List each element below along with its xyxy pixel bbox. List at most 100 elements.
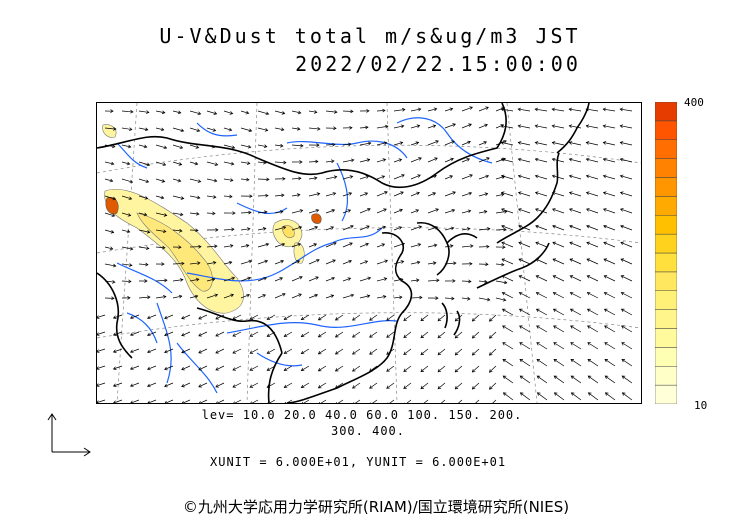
- wind-vector: [232, 331, 242, 337]
- wind-vector-head: [144, 127, 149, 132]
- wind-vector-head: [369, 385, 373, 389]
- wind-vector-head: [381, 243, 386, 247]
- wind-vector: [569, 108, 582, 112]
- wind-vector-head: [384, 124, 389, 129]
- wind-vector: [274, 226, 286, 231]
- wind-vector: [552, 208, 565, 214]
- wind-vector: [478, 141, 487, 146]
- wind-vector: [172, 212, 183, 216]
- wind-vector: [461, 106, 473, 112]
- wind-vector: [138, 127, 148, 131]
- wind-vector-head: [486, 244, 490, 249]
- wind-vector: [410, 108, 421, 112]
- wind-vector: [393, 260, 404, 265]
- wind-vector: [189, 110, 201, 115]
- wind-vector: [198, 348, 208, 354]
- wind-vector: [369, 314, 378, 321]
- wind-vector: [410, 142, 419, 146]
- wind-vector: [274, 110, 285, 114]
- wind-vector: [274, 194, 284, 197]
- wind-vector: [155, 178, 165, 182]
- wind-vector: [181, 314, 191, 319]
- wind-vector-head: [364, 192, 369, 196]
- wind-vector: [478, 211, 487, 214]
- wind-vector: [444, 140, 455, 146]
- wind-vector-head: [403, 368, 407, 372]
- wind-vector-head: [352, 385, 356, 389]
- wind-vector-head: [215, 350, 219, 354]
- wind-vector-head: [181, 383, 185, 388]
- wind-vector-head: [620, 208, 624, 212]
- wind-vector-head: [109, 178, 114, 183]
- colorbar-step: [655, 139, 677, 159]
- wind-vector: [552, 142, 565, 146]
- wind-vector-head: [382, 108, 386, 113]
- wind-vector: [403, 365, 412, 372]
- wind-vector-head: [314, 226, 319, 230]
- wind-vector: [359, 243, 369, 248]
- wind-vector: [444, 245, 453, 248]
- wind-vector-head: [416, 260, 421, 265]
- wind-vector-head: [249, 350, 254, 354]
- wind-vector: [206, 294, 218, 299]
- wind-vector-head: [401, 107, 406, 112]
- wind-vector-head: [403, 385, 407, 389]
- wind-vector-head: [145, 179, 150, 184]
- wind-vector-head: [485, 262, 489, 267]
- wind-vector: [325, 176, 337, 180]
- wind-vector-head: [265, 193, 269, 198]
- wind-vector-head: [519, 392, 524, 396]
- wind-vector-head: [164, 383, 168, 388]
- wind-vector-head: [585, 141, 590, 145]
- wind-vector-head: [568, 191, 573, 195]
- wind-vector-head: [282, 292, 286, 297]
- wind-vector-head: [315, 159, 319, 164]
- wind-vector-head: [147, 349, 151, 354]
- wind-vector: [138, 195, 148, 199]
- wind-vector: [342, 192, 352, 197]
- wind-vector: [376, 296, 386, 299]
- wind-vector-head: [501, 224, 505, 229]
- wind-vector: [223, 294, 234, 299]
- wind-vector-head: [454, 334, 459, 339]
- wind-vector: [284, 365, 293, 371]
- wind-vector: [621, 342, 633, 350]
- wind-vector: [257, 243, 269, 248]
- wind-vector-head: [453, 261, 457, 266]
- wind-vector: [359, 225, 370, 231]
- wind-vector: [215, 314, 225, 320]
- wind-vector: [420, 382, 429, 389]
- wind-vector: [215, 348, 225, 354]
- wind-vector: [478, 193, 488, 197]
- wind-vector: [206, 245, 217, 248]
- wind-vector-head: [450, 226, 455, 231]
- wind-vector-head: [266, 367, 271, 371]
- wind-vector-head: [466, 158, 471, 162]
- wind-vector-head: [249, 316, 254, 320]
- wind-vector-head: [604, 325, 608, 329]
- wind-vector-head: [126, 229, 131, 234]
- wind-vector-head: [331, 276, 336, 281]
- wind-vector: [495, 158, 506, 163]
- wind-vector-head: [415, 141, 420, 145]
- wind-vector-head: [403, 351, 407, 355]
- wind-vector: [603, 108, 616, 112]
- wind-vector: [359, 295, 370, 299]
- wind-vector-head: [552, 258, 557, 262]
- wind-vector: [586, 158, 599, 163]
- wind-vector: [588, 392, 599, 401]
- wind-vector-head: [194, 161, 199, 166]
- wind-vector: [410, 174, 421, 180]
- wind-vector: [291, 260, 300, 265]
- wind-vector: [113, 399, 123, 403]
- wind-vector-head: [449, 244, 454, 248]
- wind-vector-head: [330, 226, 335, 230]
- wind-vector: [223, 195, 233, 198]
- wind-vector-head: [230, 293, 235, 298]
- wind-vector: [604, 292, 616, 299]
- wind-vector: [478, 175, 489, 180]
- wind-vector: [257, 211, 267, 214]
- wind-vector: [604, 275, 616, 282]
- wind-vector-head: [451, 296, 455, 301]
- wind-vector-head: [620, 241, 624, 246]
